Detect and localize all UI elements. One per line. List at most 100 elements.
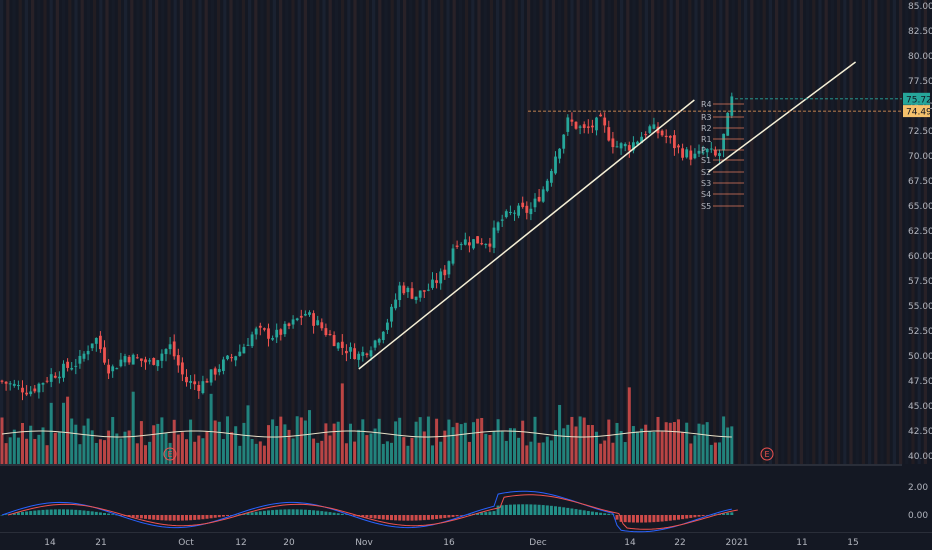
macd-tick-label: 0.00: [908, 511, 928, 521]
bg-stripe: [117, 0, 121, 464]
bg-stripe: [892, 0, 896, 464]
bg-stripe: [334, 0, 338, 464]
volume-bar: [722, 416, 726, 464]
volume-bar: [381, 443, 385, 464]
bg-stripe: [43, 0, 47, 464]
bg-stripe: [539, 0, 543, 464]
candle-body: [689, 150, 693, 160]
earnings-marker[interactable]: [163, 447, 177, 461]
candle-body: [349, 347, 352, 352]
candle-body: [554, 156, 557, 174]
time-tick-label: 15: [847, 538, 858, 548]
volume-bar: [152, 425, 156, 464]
candle-body: [521, 202, 525, 208]
macd-histogram-bar: [668, 515, 672, 521]
time-tick-label: 14: [624, 538, 636, 548]
bg-stripe: [899, 0, 903, 464]
volume-bar: [726, 427, 730, 464]
volume-bar: [127, 430, 131, 464]
candle-body: [619, 143, 623, 149]
candle-body: [377, 339, 381, 343]
volume-bar: [156, 423, 160, 464]
trendline[interactable]: [358, 99, 695, 370]
macd-histogram-bar: [287, 509, 291, 515]
bg-stripe: [533, 0, 537, 464]
candle-body: [168, 344, 172, 350]
volume-bar: [541, 442, 545, 464]
candle-body: [189, 381, 192, 383]
background-stripes: [0, 0, 927, 464]
macd-histogram-bar: [693, 515, 697, 518]
candle-body: [668, 135, 672, 138]
macd-histogram-bar: [443, 515, 447, 519]
macd-histogram-bar: [426, 515, 430, 520]
macd-histogram-bar: [148, 515, 152, 520]
macd-histogram-bar: [365, 515, 369, 518]
candle-body: [45, 380, 49, 382]
bg-stripe: [297, 0, 301, 464]
candle-body: [201, 381, 205, 394]
candle-body: [140, 358, 143, 361]
volume-bar: [656, 416, 660, 464]
volume-bar: [230, 432, 234, 464]
candle-body: [722, 133, 725, 151]
earnings-marker[interactable]: [760, 447, 774, 461]
macd-histogram-bar: [201, 515, 205, 520]
candle-body: [422, 290, 426, 292]
volume-bar: [238, 445, 242, 464]
macd-histogram-bar: [275, 509, 279, 515]
volume-bar: [332, 423, 336, 464]
macd-histogram-bar: [467, 514, 471, 515]
candle-body: [70, 367, 74, 370]
volume-bar: [705, 422, 709, 464]
macd-histogram-bar: [33, 510, 37, 515]
volume-bar: [135, 443, 139, 464]
macd-histogram-bar: [554, 506, 557, 515]
candle-body: [525, 205, 529, 213]
bg-stripe: [824, 0, 828, 464]
ref-price-label: 74.49: [906, 108, 932, 118]
bg-stripe: [198, 0, 202, 464]
bg-stripe: [217, 0, 221, 464]
candle-body: [574, 121, 578, 129]
candle-body: [611, 138, 615, 148]
candle-body: [78, 355, 82, 364]
price-tick-label: 57.50: [908, 277, 932, 287]
trendline[interactable]: [707, 61, 857, 173]
volume-bar: [90, 430, 94, 464]
candle-body: [468, 242, 471, 246]
time-tick-label: 16: [443, 538, 455, 548]
macd-histogram-bar: [324, 511, 328, 515]
candle-body: [402, 285, 406, 294]
bg-stripe: [434, 0, 438, 464]
candle-body: [21, 387, 24, 393]
bg-stripe: [55, 0, 59, 464]
candle-body: [304, 313, 307, 316]
macd-histogram-bar: [377, 515, 381, 520]
candle-body: [8, 383, 12, 385]
macd-histogram-bar: [369, 515, 373, 519]
macd-histogram-bar: [189, 515, 193, 521]
macd-histogram-bar: [53, 509, 57, 515]
volume-bar: [217, 421, 221, 464]
volume-bar: [180, 432, 184, 464]
macd-histogram-bar: [41, 509, 45, 515]
candle-body: [373, 340, 377, 348]
bg-stripe: [582, 0, 586, 464]
candle-body: [607, 127, 611, 141]
candle-body: [53, 375, 57, 378]
candle-body: [299, 315, 303, 318]
volume-bar: [562, 428, 566, 464]
volume-bar: [508, 428, 512, 464]
macd-histogram-bar: [316, 510, 320, 515]
candle-body: [558, 148, 561, 159]
price-tick-label: 67.50: [908, 177, 932, 187]
candle-body: [336, 342, 340, 349]
volume-bar: [385, 441, 389, 464]
volume-bar: [369, 433, 373, 464]
macd-histogram-bar: [160, 515, 164, 521]
candle-body: [131, 354, 135, 365]
volume-bar: [221, 439, 225, 464]
volume-bar: [549, 440, 553, 464]
